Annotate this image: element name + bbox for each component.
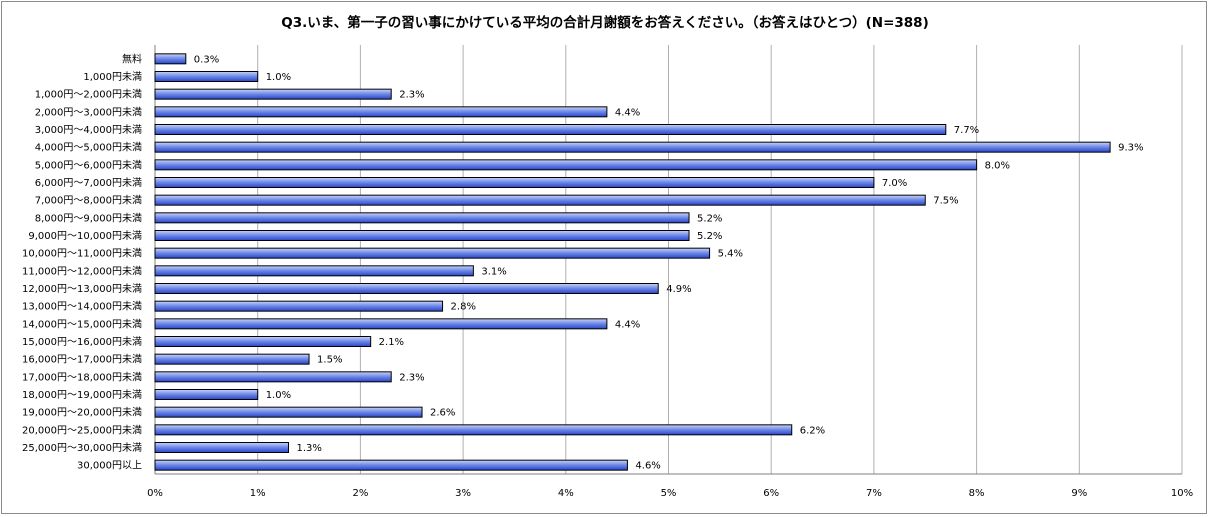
data-label: 5.4% [718,249,743,260]
x-tick-label: 6% [763,488,779,499]
data-label: 8.0% [985,160,1010,171]
category-label: 5,000円～6,000円未満 [35,159,142,171]
bar [154,230,690,241]
bar [154,247,711,259]
x-tick-label: 5% [661,488,677,499]
category-label: 16,000円～17,000円未満 [22,354,142,366]
bar [154,106,608,118]
data-label: 2.8% [451,302,476,313]
data-label: 2.6% [430,408,455,419]
category-label: 19,000円～20,000円未満 [22,407,142,419]
data-label: 4.6% [635,461,660,472]
category-label: 7,000円～8,000円未満 [35,195,142,207]
data-label: 3.1% [481,266,506,277]
category-label: 18,000円～19,000円未満 [22,389,142,401]
category-label: 2,000円～3,000円未満 [35,106,142,118]
bar [154,177,875,188]
x-tick-label: 4% [558,488,574,499]
x-tick-label: 7% [866,488,882,499]
data-label: 6.2% [800,425,825,436]
bar [154,283,659,294]
x-tick-label: 10% [1171,488,1193,499]
bar-layer [154,53,1111,471]
category-label: 17,000円～18,000円未満 [22,371,142,383]
data-label: 2.1% [379,337,404,348]
data-label: 4.9% [666,284,691,295]
data-label: 5.2% [697,231,722,242]
data-label: 4.4% [615,107,640,118]
bar [154,159,978,171]
data-label: 7.0% [882,178,907,189]
bar [154,300,444,312]
category-label: 12,000円～13,000円未満 [22,283,142,295]
category-label: 10,000円～11,000円未満 [22,248,142,260]
x-tick-label: 3% [455,488,471,499]
category-label: 30,000円以上 [77,460,142,472]
data-label: 0.3% [194,54,219,65]
bar [154,124,947,135]
bar [154,265,474,277]
bar [154,459,628,471]
bar [154,318,608,330]
category-label: 1,000円未満 [83,71,142,83]
bar [154,88,392,100]
x-tick-label: 1% [250,488,266,499]
chart-title: Q3.いま、第一子の習い事にかけている平均の合計月謝額をお答えください。（お答え… [281,15,929,31]
data-label: 1.0% [266,390,291,401]
category-label: 4,000円～5,000円未満 [35,142,142,154]
bar [154,442,290,453]
bar [154,424,793,436]
category-label: 25,000円～30,000円未満 [22,442,142,454]
data-label: 7.5% [933,196,958,207]
category-label: 6,000円～7,000円未満 [35,177,142,189]
bar [154,212,690,224]
x-tick-label: 9% [1071,488,1087,499]
category-label: 9,000円～10,000円未満 [28,230,142,242]
data-label: 2.3% [399,372,424,383]
bar [154,406,423,418]
category-label: 11,000円～12,000円未満 [22,265,142,277]
data-label: 4.4% [615,319,640,330]
bar [154,194,926,206]
x-tick-label: 2% [352,488,368,499]
category-label: 13,000円～14,000円未満 [22,301,142,313]
data-label: 5.2% [697,213,722,224]
x-tick-label: 8% [969,488,985,499]
category-label: 無料 [122,52,142,65]
bar [154,53,187,65]
data-label: 1.5% [317,355,342,366]
bar [154,141,1111,153]
data-label: 9.3% [1118,143,1143,154]
category-label: 3,000円～4,000円未満 [35,124,142,136]
bar [154,71,259,82]
category-label: 15,000円～16,000円未満 [22,336,142,348]
category-label: 1,000円～2,000円未満 [35,89,142,101]
data-label: 2.3% [399,90,424,101]
label-layer: 0% 1% 2% 3% 4% 5% 6% 7% 8% 9% 10% 無料 0.3% 1,000円未満 1.0… [22,52,1193,499]
category-label: 14,000円～15,000円未満 [22,318,142,330]
data-label: 7.7% [954,125,979,136]
data-label: 1.3% [297,443,322,454]
bar [154,336,372,347]
x-tick-label: 0% [147,488,163,499]
category-label: 8,000円～9,000円未満 [35,212,142,224]
data-label: 1.0% [266,72,291,83]
bar [154,371,392,383]
bar [154,353,310,365]
category-label: 20,000円～25,000円未満 [22,424,142,436]
bar [154,389,259,400]
